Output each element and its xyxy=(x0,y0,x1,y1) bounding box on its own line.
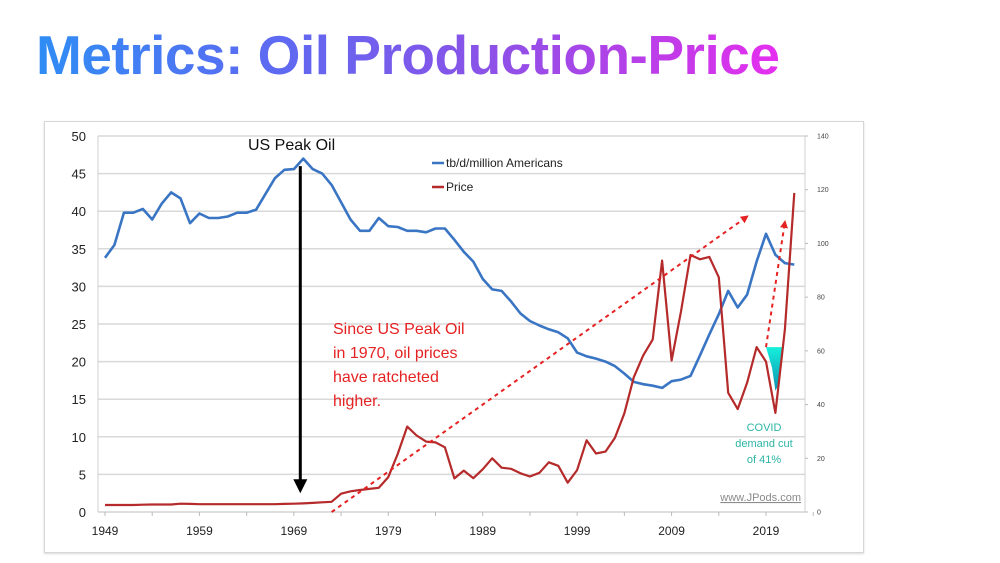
grid-lines xyxy=(98,135,805,476)
axes xyxy=(97,136,806,513)
left-tick-label: 30 xyxy=(72,279,86,294)
left-axis-ticks: 0 5 10 15 20 25 30 35 40 45 50 xyxy=(72,129,86,520)
covid-fill-area xyxy=(766,347,784,391)
right-tick-label: 20 xyxy=(817,456,825,463)
x-tick-label: 1969 xyxy=(281,524,308,538)
left-tick-label: 0 xyxy=(79,505,86,520)
production-line xyxy=(103,157,795,390)
left-tick-label: 15 xyxy=(72,392,86,407)
x-tick-label: 1979 xyxy=(375,524,402,538)
legend: tb/d/million Americans Price xyxy=(432,156,563,194)
right-tick-label: 100 xyxy=(817,241,829,248)
series-lines xyxy=(103,157,796,507)
peak-arrow-head xyxy=(293,479,308,494)
annotation-covid-line-2: demand cut xyxy=(735,438,792,450)
source-link[interactable]: www.JPods.com xyxy=(719,492,801,504)
left-tick-label: 20 xyxy=(72,355,86,370)
x-tick-label: 1949 xyxy=(92,524,119,538)
annotation-covid-line-1: COVID xyxy=(747,422,782,434)
right-tick-label: 0 xyxy=(817,510,821,517)
annotation-covid-line-3: of 41% xyxy=(747,454,781,466)
annotation-peak-label: US Peak Oil xyxy=(248,137,335,154)
peak-arrow xyxy=(293,166,308,494)
trend-arrows xyxy=(331,215,788,513)
annotation-note-line-4: higher. xyxy=(333,393,381,410)
left-tick-label: 10 xyxy=(72,430,86,445)
price-line xyxy=(105,192,796,507)
left-tick-label: 45 xyxy=(72,167,86,182)
page-title: Metrics: Oil Production-Price xyxy=(36,20,780,90)
right-tick-label: 60 xyxy=(817,348,825,355)
left-tick-label: 25 xyxy=(72,317,86,332)
x-tick-label: 1959 xyxy=(186,524,213,538)
right-tick-label: 40 xyxy=(817,402,825,409)
annotation-note-line-3: have ratcheted xyxy=(333,369,439,386)
trend-arrow-long xyxy=(331,215,749,513)
right-tick-label: 80 xyxy=(817,295,825,302)
chart-frame xyxy=(44,121,864,553)
left-tick-label: 35 xyxy=(72,242,86,257)
left-tick-label: 5 xyxy=(79,467,86,482)
x-tick-label: 2019 xyxy=(753,524,780,538)
legend-label-production: tb/d/million Americans xyxy=(446,156,563,170)
legend-label-price: Price xyxy=(446,180,474,194)
annotation-note-line-1: Since US Peak Oil xyxy=(333,321,465,338)
x-tick-label: 1999 xyxy=(564,524,591,538)
x-tick-label: 2009 xyxy=(658,524,685,538)
annotation-note-line-2: in 1970, oil prices xyxy=(333,345,458,362)
covid-fill xyxy=(766,347,784,391)
left-tick-label: 40 xyxy=(72,204,86,219)
right-tick-label: 140 xyxy=(817,134,829,141)
right-axis-ticks: 0 20 40 60 80 100 120 140 xyxy=(805,134,829,517)
right-tick-label: 120 xyxy=(817,187,829,194)
x-tick-label: 1989 xyxy=(469,524,496,538)
trend-arrow-covid xyxy=(765,219,788,348)
x-axis-ticks: 1949 1959 1969 1979 1989 1999 2009 2019 xyxy=(92,512,814,538)
left-tick-label: 50 xyxy=(72,129,86,144)
